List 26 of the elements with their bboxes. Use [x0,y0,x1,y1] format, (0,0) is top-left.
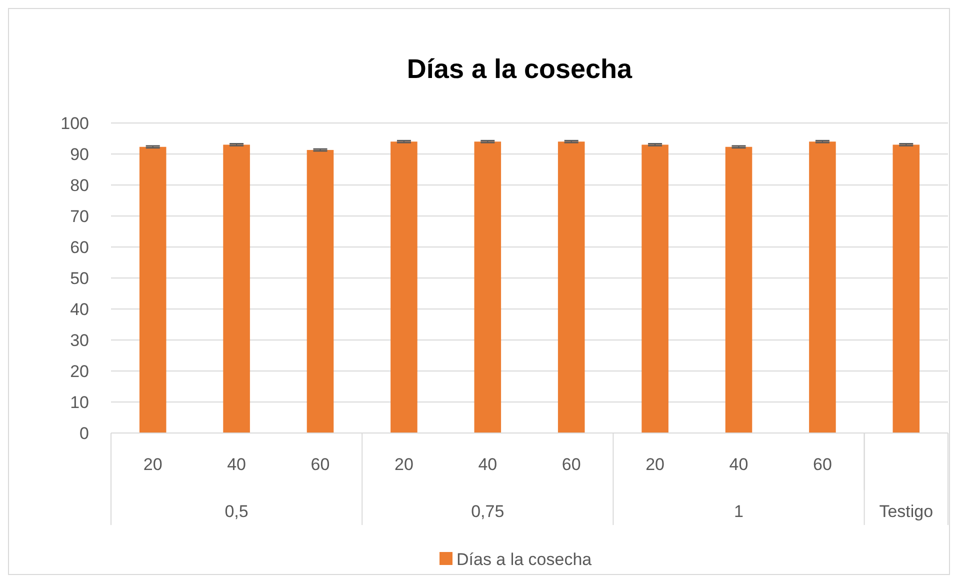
text: Testigo [879,502,934,521]
text: 1 [734,502,744,521]
text: 0,5 [224,502,248,521]
y-tick-label: 0 [80,424,89,443]
y-tick-label: 70 [70,206,89,226]
x-tick-label: 40 [227,455,246,474]
y-tick-label: 90 [70,144,89,164]
x-tick-label: 60 [562,455,581,474]
x-tick-label: 20 [646,455,665,474]
x-tick-label: 20 [143,455,162,474]
x-tick-label: 40 [729,455,748,474]
legend-label: Días a la cosecha [456,550,592,569]
y-tick-label: 20 [70,362,89,381]
y-tick-label: 80 [70,176,89,195]
y-tick-label: 10 [70,392,89,412]
y-tick-label: 30 [70,330,89,350]
text: 0,75 [471,502,504,521]
x-tick-label: 60 [310,455,330,474]
y-tick-label: 100 [60,114,89,133]
y-tick-label: 60 [70,238,89,257]
y-tick-label: 40 [70,300,89,319]
x-tick-label: 60 [812,455,832,474]
y-tick-label: 50 [70,268,89,288]
x-tick-label: 40 [478,455,498,474]
x-tick-label: 20 [394,455,414,474]
chart-title: Días a la cosecha [406,54,634,84]
